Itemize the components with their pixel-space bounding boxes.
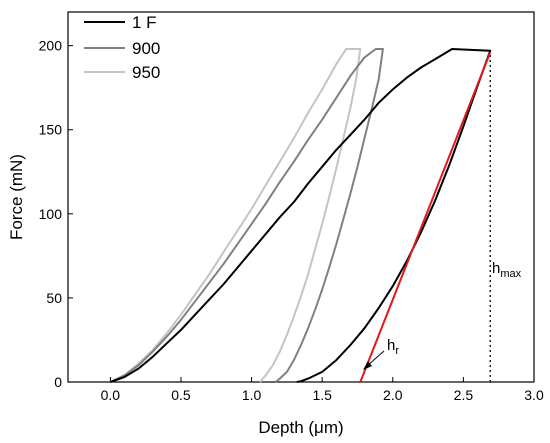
- x-tick-label: 2.0: [383, 387, 403, 403]
- hmax-annotation-main: h: [492, 260, 500, 277]
- legend-label-950: 950: [132, 63, 160, 82]
- y-tick-label: 150: [39, 122, 63, 138]
- unloading-tangent-line: [359, 51, 492, 383]
- y-tick-label: 0: [54, 374, 62, 390]
- hmax-annotation: hmax: [492, 260, 522, 280]
- x-tick-label: 0.0: [101, 387, 121, 403]
- legend-label-900: 900: [132, 39, 160, 58]
- series-layer: [109, 48, 492, 383]
- hr-annotation-sub: r: [395, 345, 399, 357]
- x-tick-label: 3.0: [524, 387, 544, 403]
- x-axis-title: Depth (μm): [258, 418, 343, 437]
- y-axis-ticks: 0 50 100 150 200: [39, 38, 73, 390]
- y-tick-label: 100: [39, 206, 63, 222]
- series-line-1-f: [110, 48, 492, 383]
- y-tick-label: 50: [46, 290, 62, 306]
- y-tick-label: 200: [39, 38, 63, 54]
- x-tick-label: 0.5: [171, 387, 191, 403]
- x-tick-label: 1.0: [242, 387, 262, 403]
- x-tick-label: 1.5: [312, 387, 332, 403]
- legend-label-1f: 1 F: [132, 13, 157, 32]
- hr-annotation: hr: [387, 337, 399, 357]
- x-tick-label: 2.5: [454, 387, 474, 403]
- hmax-annotation-sub: max: [500, 268, 521, 280]
- hr-arrow: [363, 350, 385, 370]
- series-line-950: [109, 48, 362, 383]
- overlay-layer: [359, 50, 492, 383]
- y-axis-title: Force (mN): [7, 154, 26, 240]
- series-line-900: [109, 48, 384, 383]
- x-axis-ticks: 0.0 0.5 1.0 1.5 2.0 2.5 3.0: [101, 377, 544, 403]
- hr-annotation-main: h: [387, 337, 395, 354]
- legend: 1 F 900 950: [84, 13, 160, 82]
